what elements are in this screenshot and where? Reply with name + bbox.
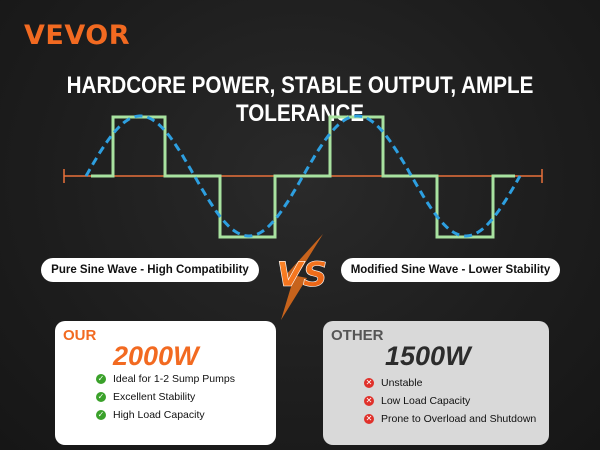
cross-icon: ✕ — [364, 414, 374, 424]
our-feature-label: Excellent Stability — [113, 391, 196, 403]
our-feature-item: ✓ High Load Capacity — [96, 409, 205, 421]
brand-logo: VEVOR — [24, 20, 131, 51]
other-wattage: 1500W — [385, 341, 471, 371]
our-feature-label: Ideal for 1-2 Sump Pumps — [113, 373, 235, 385]
our-feature-item: ✓ Excellent Stability — [96, 391, 195, 403]
pure-sine-label: Pure Sine Wave - High Compatibility — [41, 258, 259, 282]
vs-text: VS — [277, 255, 328, 295]
our-wattage: 2000W — [113, 341, 199, 371]
headline: HARDCORE POWER, STABLE OUTPUT, AMPLE TOL… — [66, 72, 534, 127]
other-feature-item: ✕ Low Load Capacity — [364, 395, 470, 407]
other-tag: OTHER — [331, 327, 384, 344]
other-feature-item: ✕ Prone to Overload and Shutdown — [364, 413, 536, 425]
other-feature-label: Prone to Overload and Shutdown — [381, 413, 537, 425]
other-feature-label: Low Load Capacity — [381, 395, 471, 407]
check-icon: ✓ — [96, 392, 106, 402]
other-feature-item: ✕ Unstable — [364, 377, 422, 389]
our-product-card: OUR 2000W ✓ Ideal for 1-2 Sump Pumps ✓ E… — [55, 321, 276, 445]
our-feature-label: High Load Capacity — [113, 409, 205, 421]
modified-sine-label: Modified Sine Wave - Lower Stability — [341, 258, 560, 282]
check-icon: ✓ — [96, 374, 106, 384]
other-product-card: OTHER 1500W ✕ Unstable ✕ Low Load Capaci… — [323, 321, 549, 445]
our-feature-item: ✓ Ideal for 1-2 Sump Pumps — [96, 373, 235, 385]
cross-icon: ✕ — [364, 378, 374, 388]
check-icon: ✓ — [96, 410, 106, 420]
other-feature-label: Unstable — [381, 377, 423, 389]
pure-sine-wave — [84, 114, 522, 238]
cross-icon: ✕ — [364, 396, 374, 406]
lightning-bolt-icon — [281, 234, 323, 320]
modified-sine-wave — [91, 115, 515, 239]
vs-graphic: VS — [276, 234, 328, 320]
our-tag: OUR — [63, 327, 97, 344]
